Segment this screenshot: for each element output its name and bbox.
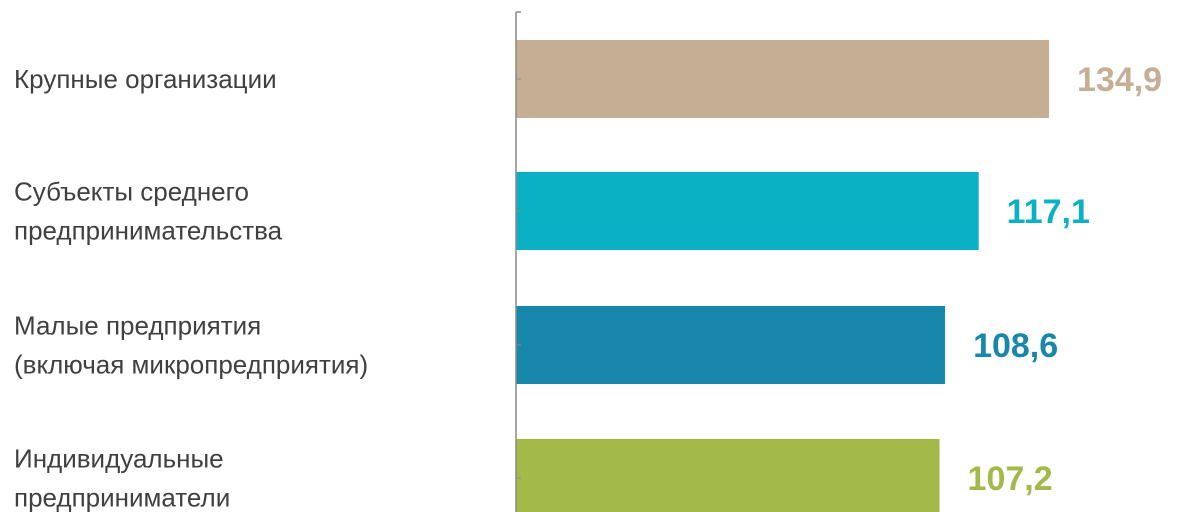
category-label-3: Малые предприятия (включая микропредприят… <box>14 311 368 380</box>
labels-layer: 134,9 Крупные организации 117,1 Субъекты ср… <box>14 61 1162 512</box>
category-label-3-line-2: (включая микропредприятия) <box>14 350 368 380</box>
value-label-1: 134,9 <box>1077 61 1162 99</box>
category-label-2: Субъекты среднего предпринимательства <box>14 177 283 246</box>
category-label-1-line-1: Крупные организации <box>14 64 277 94</box>
value-label-4: 107,2 <box>968 460 1053 498</box>
bar-4 <box>516 439 940 512</box>
category-label-4-line-1: Индивидуальные <box>14 444 224 474</box>
bar-2 <box>516 172 979 250</box>
category-label-4-line-2: предприниматели <box>14 483 230 512</box>
value-label-2: 117,1 <box>1007 193 1090 231</box>
value-label-3: 108,6 <box>973 327 1058 365</box>
category-label-2-line-1: Субъекты среднего <box>14 177 249 207</box>
bar-1 <box>516 40 1049 118</box>
category-label-4: Индивидуальные предприниматели <box>14 444 230 512</box>
category-label-3-line-1: Малые предприятия <box>14 311 261 341</box>
category-label-1: Крупные организации <box>14 64 277 94</box>
bar-3 <box>516 306 946 384</box>
bars-layer <box>516 40 1049 512</box>
category-label-2-line-2: предпринимательства <box>14 216 283 246</box>
